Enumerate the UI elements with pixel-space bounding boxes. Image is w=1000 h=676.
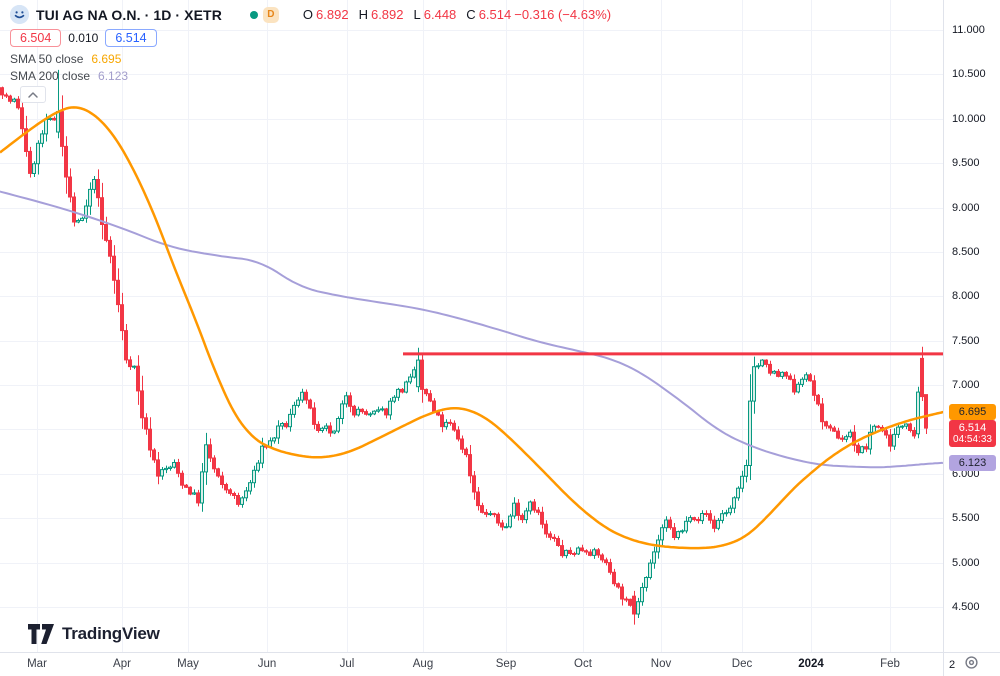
price-tick-label: 7.500 xyxy=(952,334,980,347)
price-tick-label: 9.000 xyxy=(952,201,980,214)
indicator-sma200[interactable]: SMA 200 close 6.123 xyxy=(10,69,611,83)
time-tick-label: Apr xyxy=(113,658,131,670)
symbol-row: TUI AG NA O.N. · 1D · XETR D O 6.892 H 6.8… xyxy=(10,5,611,24)
sma200-value: 6.123 xyxy=(98,69,129,83)
time-tick-label: Dec xyxy=(731,658,753,670)
change-value: −0.316 (−4.63%) xyxy=(514,7,612,22)
symbol-title[interactable]: TUI AG NA O.N. · 1D · XETR xyxy=(36,6,222,23)
time-tick-label: Mar xyxy=(27,658,47,670)
candlestick-chart[interactable] xyxy=(0,0,943,652)
price-tick-label: 8.500 xyxy=(952,245,980,258)
price-tick-label: 10.000 xyxy=(952,112,986,125)
tradingview-logo-text: TradingView xyxy=(62,624,160,643)
bar-countdown: 04:54:33 xyxy=(953,434,992,446)
time-tick-label: Jul xyxy=(339,658,355,670)
sma50-label: SMA 50 close xyxy=(10,52,84,66)
sma50-price-badge: 6.695 xyxy=(949,404,996,421)
chart-legend: TUI AG NA O.N. · 1D · XETR D O 6.892 H 6.8… xyxy=(10,5,611,103)
high-value: 6.892 xyxy=(370,7,404,22)
ohlc-values: O 6.892 H 6.892 L 6.448 C 6.514 −0.316 (−4.6… xyxy=(303,7,611,22)
tradingview-logo[interactable]: TradingView xyxy=(28,624,160,644)
bid-ask-row: 6.504 0.010 6.514 xyxy=(10,29,611,47)
symbol-logo-icon xyxy=(10,5,29,24)
open-label: O xyxy=(302,7,314,22)
market-status-dot xyxy=(249,10,258,19)
spread-value: 0.010 xyxy=(68,31,99,45)
delayed-data-badge[interactable]: D xyxy=(262,6,279,23)
sma200-line[interactable] xyxy=(0,190,943,469)
time-tick-label: Aug xyxy=(412,658,434,670)
chevron-up-icon xyxy=(28,91,38,98)
time-tick-label: Nov xyxy=(650,658,672,670)
sma50-line[interactable] xyxy=(0,106,943,550)
price-tick-label: 8.000 xyxy=(952,290,980,303)
price-tick-label: 5.000 xyxy=(952,556,980,569)
time-tick-label: Jun xyxy=(257,658,277,670)
price-tick-label: 9.500 xyxy=(952,157,980,170)
low-value: 6.448 xyxy=(423,7,457,22)
ask-button[interactable]: 6.514 xyxy=(105,29,157,47)
close-label: C xyxy=(466,7,476,22)
time-tick-label: Feb xyxy=(880,658,900,670)
price-tick-label: 7.000 xyxy=(952,379,980,391)
time-tick-label: Oct xyxy=(574,658,592,670)
time-tick-label: May xyxy=(177,658,199,670)
low-label: L xyxy=(413,7,421,22)
sma200-label: SMA 200 close xyxy=(10,69,91,83)
grid xyxy=(0,0,943,652)
price-tick-label: 5.500 xyxy=(952,512,980,525)
price-tick-label: 11.000 xyxy=(952,24,985,36)
indicator-sma50[interactable]: SMA 50 close 6.695 xyxy=(10,52,611,66)
bid-button[interactable]: 6.504 xyxy=(10,29,62,47)
time-tick-label: 2024 xyxy=(798,658,824,670)
sma50-value: 6.695 xyxy=(91,52,122,66)
open-value: 6.892 xyxy=(316,7,349,22)
price-axis[interactable]: 4.5005.0005.5006.0006.5007.0007.5008.000… xyxy=(943,0,1000,652)
time-axis[interactable]: Mar Apr May Jun Jul Aug Sep Oct Nov Dec 2024 Feb xyxy=(0,652,943,676)
axis-corner[interactable]: 2 xyxy=(943,652,1000,676)
close-value: 6.514 xyxy=(478,7,512,22)
legend-collapse-button[interactable] xyxy=(20,86,46,103)
sma200-price-badge: 6.123 xyxy=(949,454,996,471)
last-price-badge: 6.514 04:54:33 xyxy=(949,420,996,448)
chart-pane[interactable]: TUI AG NA O.N. · 1D · XETR D O 6.892 H 6.8… xyxy=(0,0,943,652)
time-tick-label: Sep xyxy=(495,658,517,670)
high-label: H xyxy=(358,7,368,22)
price-tick-label: 4.500 xyxy=(952,600,980,613)
settings-icon[interactable] xyxy=(964,655,979,675)
tradingview-logo-icon xyxy=(28,624,54,644)
corner-label: 2 xyxy=(949,658,956,671)
candles xyxy=(0,69,928,625)
price-tick-label: 10.500 xyxy=(952,68,986,81)
